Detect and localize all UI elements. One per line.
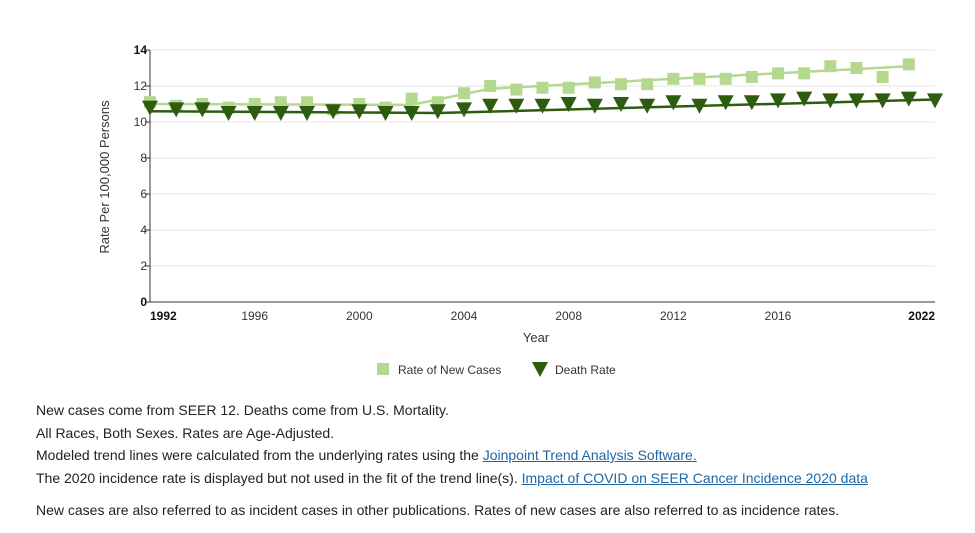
point-death-rate-1995 (220, 106, 237, 121)
point-death-rate-2019 (848, 93, 865, 109)
y-tick-label-0: 0 (140, 295, 147, 309)
legend-marker-death-rate (532, 362, 548, 377)
y-axis-title: Rate Per 100,000 Persons (97, 100, 112, 254)
point-death-rate-2004 (456, 102, 472, 118)
x-tick-label-2008: 2008 (555, 309, 582, 323)
joinpoint-software-link[interactable]: Joinpoint Trend Analysis Software. (482, 447, 697, 463)
point-rate-of-new-cases-2021 (902, 58, 915, 71)
x-tick-label-1996: 1996 (241, 309, 268, 323)
point-rate-of-new-cases-2004 (458, 87, 470, 100)
y-tick-label-10: 10 (134, 115, 148, 129)
note-2020: The 2020 incidence rate is displayed but… (36, 467, 956, 490)
point-rate-of-new-cases-2015 (745, 71, 758, 83)
trend-chart: 0 2 4 6 8 10 12 14 1992 1996 2000 2004 2008 2012 2016… (97, 43, 943, 377)
point-rate-of-new-cases-1998 (301, 96, 313, 109)
y-tick-label-8: 8 (140, 151, 147, 165)
point-death-rate-2002 (403, 106, 420, 121)
point-death-rate-2001 (377, 106, 394, 121)
series-layer (142, 58, 943, 121)
point-death-rate-2014 (717, 95, 734, 111)
point-death-rate-2020 (874, 93, 891, 109)
x-tick-label-2022: 2022 (908, 309, 935, 323)
note-terminology: New cases are also referred to as incide… (36, 502, 840, 518)
point-rate-of-new-cases-2013 (693, 72, 706, 85)
note-trend-method: Modeled trend lines were calculated from… (36, 444, 956, 467)
note-2020-text: The 2020 incidence rate is displayed but… (36, 469, 522, 486)
legend-item-death-rate: Death Rate (532, 362, 616, 377)
legend-item-rate-of-new-cases: Rate of New Cases (377, 363, 501, 377)
point-rate-of-new-cases-2002 (405, 92, 418, 105)
point-death-rate-2021 (900, 91, 917, 107)
x-axis-ticks: 1992 1996 2000 2004 2008 2012 2016 2022 (150, 309, 935, 323)
point-rate-of-new-cases-2019 (850, 62, 863, 74)
x-tick-label-2004: 2004 (451, 309, 478, 323)
point-rate-of-new-cases-2016 (772, 67, 784, 80)
y-axis-ticks: 0 2 4 6 8 10 12 14 (134, 43, 150, 309)
y-tick-label-4: 4 (140, 223, 147, 237)
point-rate-of-new-cases-1997 (274, 96, 287, 109)
point-death-rate-2008 (560, 97, 577, 112)
point-rate-of-new-cases-2018 (824, 60, 837, 73)
point-rate-of-new-cases-2020 (876, 71, 889, 83)
legend-label-death-rate: Death Rate (555, 363, 616, 377)
legend-marker-rate-of-new-cases (377, 363, 389, 375)
point-death-rate-2005 (482, 98, 499, 114)
legend-label-rate-of-new-cases: Rate of New Cases (398, 363, 501, 377)
point-death-rate-1996 (246, 106, 263, 121)
point-death-rate-2016 (770, 93, 786, 109)
point-rate-of-new-cases-2006 (510, 83, 523, 96)
y-tick-label-2: 2 (140, 259, 147, 273)
note-population: All Races, Both Sexes. Rates are Age-Adj… (36, 424, 335, 441)
point-rate-of-new-cases-2014 (719, 72, 732, 85)
point-death-rate-2015 (743, 95, 760, 111)
point-death-rate-2006 (508, 98, 525, 114)
series-death-rate (142, 91, 943, 121)
point-death-rate-2010 (613, 97, 629, 112)
point-death-rate-2013 (691, 98, 708, 114)
chart-notes: New cases come from SEER 12. Deaths come… (36, 399, 956, 522)
point-rate-of-new-cases-2010 (615, 78, 627, 91)
point-death-rate-2011 (639, 98, 656, 114)
point-rate-of-new-cases-2008 (562, 81, 575, 94)
point-rate-of-new-cases-2011 (641, 78, 654, 91)
point-death-rate-1993 (168, 102, 185, 118)
x-tick-label-1992: 1992 (150, 309, 177, 323)
x-tick-label-2012: 2012 (660, 309, 687, 323)
point-death-rate-1994 (194, 102, 211, 118)
note-sources: New cases come from SEER 12. Deaths come… (36, 402, 449, 418)
point-death-rate-1992 (142, 100, 158, 116)
point-death-rate-1998 (299, 106, 315, 121)
x-tick-label-2000: 2000 (346, 309, 373, 323)
point-rate-of-new-cases-2012 (667, 72, 680, 85)
legend: Rate of New Cases Death Rate (377, 362, 616, 377)
y-tick-label-6: 6 (140, 187, 147, 201)
point-rate-of-new-cases-2009 (588, 76, 601, 89)
point-death-rate-2009 (586, 98, 603, 114)
point-rate-of-new-cases-2005 (484, 80, 497, 92)
point-death-rate-2003 (429, 104, 446, 120)
x-axis-title: Year (523, 330, 550, 345)
point-death-rate-2007 (534, 98, 551, 114)
covid-impact-link[interactable]: Impact of COVID on SEER Cancer Incidence… (521, 469, 868, 486)
point-rate-of-new-cases-2017 (798, 67, 811, 80)
point-death-rate-2017 (796, 91, 813, 107)
y-tick-label-14: 14 (134, 43, 148, 57)
point-death-rate-2000 (351, 104, 368, 120)
point-rate-of-new-cases-2007 (536, 81, 549, 94)
point-death-rate-1999 (325, 104, 342, 120)
point-death-rate-1997 (272, 106, 289, 121)
point-death-rate-2012 (665, 95, 682, 111)
x-tick-label-2016: 2016 (765, 309, 792, 323)
point-death-rate-2018 (822, 93, 839, 109)
point-death-rate-2022 (927, 93, 943, 109)
note-trend-text: Modeled trend lines were calculated from… (36, 447, 483, 463)
y-tick-label-12: 12 (134, 79, 148, 93)
